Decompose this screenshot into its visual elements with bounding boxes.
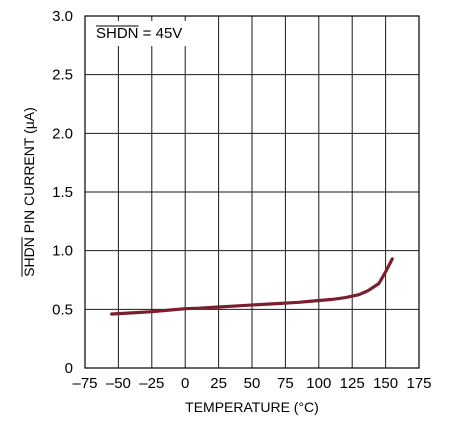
x-tick-label: 0: [181, 375, 189, 392]
x-tick-label: 75: [277, 375, 294, 392]
y-axis-title: SHDN PIN CURRENT (µA): [21, 107, 37, 277]
annotation-rest-text: = 45V: [139, 25, 183, 42]
plot-frame: [84, 15, 420, 369]
x-tick-label: 125: [340, 375, 365, 392]
annotation-background: [90, 21, 189, 46]
gridlines: [85, 16, 419, 368]
y-axis-title-rest-text: PIN CURRENT (µA): [21, 107, 37, 237]
x-tick-label: 50: [244, 375, 261, 392]
x-tick-labels: –75 –50 –25 0 25 50 75 100 125 150 175: [72, 375, 431, 392]
y-tick-labels: 0 0.5 1.0 1.5 2.0 2.5 3.0: [52, 8, 73, 377]
x-tick-label: –50: [106, 375, 131, 392]
y-tick-label: 0: [65, 360, 73, 377]
y-tick-label: 2.0: [52, 125, 73, 142]
x-tick-label: 175: [406, 375, 431, 392]
x-tick-label: –25: [139, 375, 164, 392]
y-tick-label: 1.0: [52, 243, 73, 260]
annotation-box: SHDN = 45V: [90, 21, 189, 46]
x-axis-title: TEMPERATURE (°C): [185, 399, 319, 415]
x-tick-label: 150: [373, 375, 398, 392]
x-tick-label: 25: [210, 375, 227, 392]
y-axis-title-group: SHDN PIN CURRENT (µA): [21, 107, 37, 277]
series-layer: [110, 257, 394, 316]
y-tick-label: 2.5: [52, 67, 73, 84]
annotation-text: SHDN = 45V: [96, 25, 182, 42]
y-tick-label: 0.5: [52, 301, 73, 318]
x-tick-label: 100: [306, 375, 331, 392]
y-tick-label: 3.0: [52, 8, 73, 25]
y-tick-label: 1.5: [52, 184, 73, 201]
series-line: [110, 257, 394, 316]
x-tick-label: –75: [72, 375, 97, 392]
y-axis-title-overline-text: SHDN: [21, 237, 37, 277]
annotation-overline-text: SHDN: [96, 25, 139, 42]
